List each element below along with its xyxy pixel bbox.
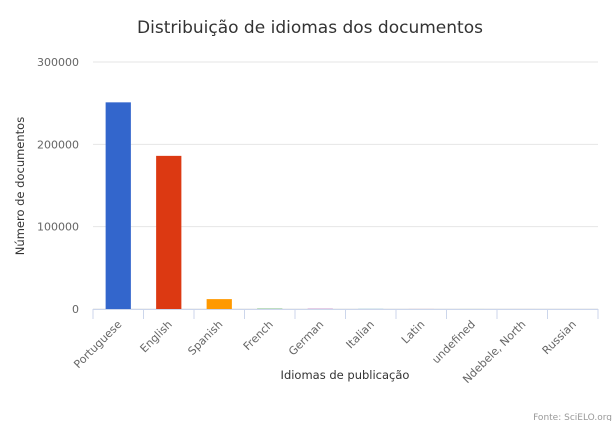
- x-tick-label: English: [138, 318, 175, 355]
- x-tick-label: Latin: [399, 318, 427, 346]
- bar: [105, 102, 131, 310]
- x-tick-label: Russian: [540, 318, 579, 357]
- x-tick-label: undefined: [430, 318, 478, 366]
- y-tick-label: 200000: [37, 138, 79, 151]
- x-tick-label: Italian: [344, 318, 377, 351]
- y-tick-label: 100000: [37, 221, 79, 234]
- bar: [156, 155, 182, 309]
- x-tick-label: Portuguese: [71, 318, 124, 371]
- bar: [206, 299, 232, 309]
- x-tick-label: French: [241, 318, 276, 353]
- y-tick-label: 0: [72, 303, 79, 316]
- y-tick-label: 300000: [37, 56, 79, 69]
- x-tick-label: Spanish: [185, 318, 225, 358]
- credit: Fonte: SciELO.org: [533, 413, 612, 421]
- x-tick-label: German: [286, 318, 326, 358]
- chart-title: Distribuição de idiomas dos documentos: [137, 18, 483, 38]
- y-axis-title: Número de documentos: [13, 117, 27, 255]
- x-axis-title: Idiomas de publicação: [281, 368, 410, 382]
